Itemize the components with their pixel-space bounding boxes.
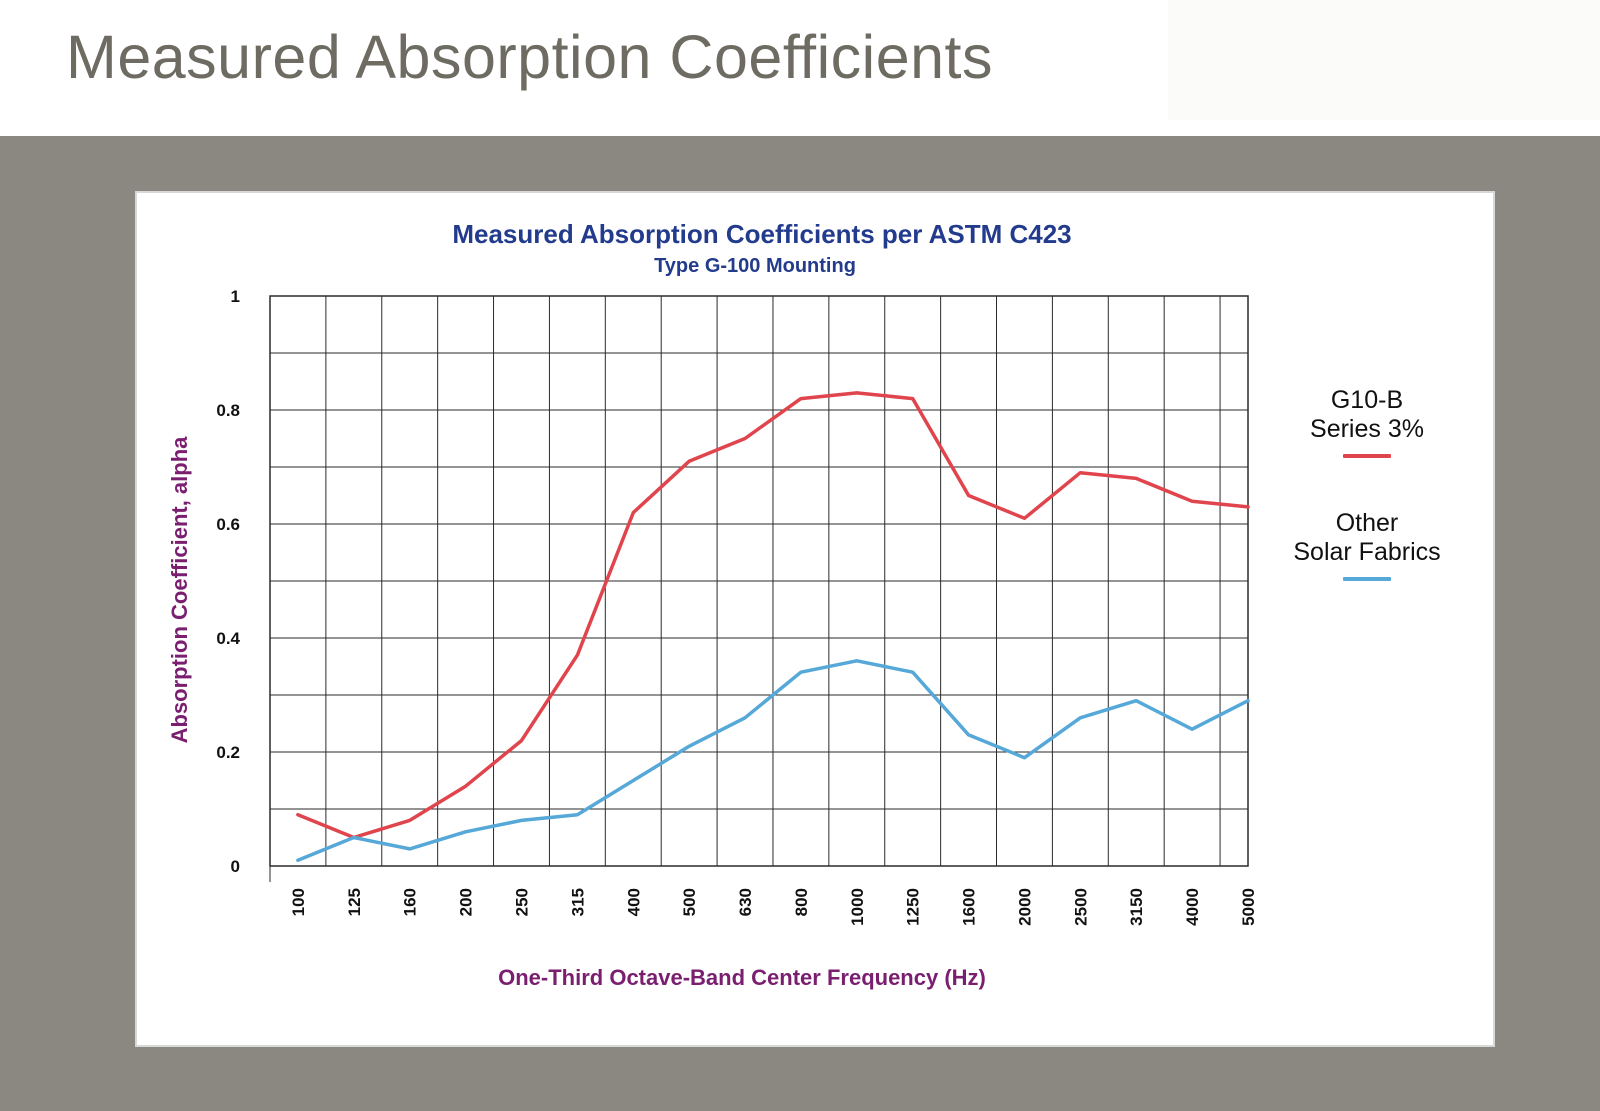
legend-entry-other: Other Solar Fabrics (1257, 509, 1477, 581)
x-tick-label: 4000 (1183, 888, 1202, 926)
header-corner-panel (1168, 0, 1600, 120)
x-tick-label: 1000 (848, 888, 867, 926)
x-tick-label: 1250 (904, 888, 923, 926)
y-axis-label: Absorption Coefficient, alpha (167, 436, 192, 744)
x-tick-label: 800 (792, 888, 811, 916)
legend-swatch-other (1343, 577, 1391, 581)
x-tick-label: 2000 (1015, 888, 1034, 926)
legend-swatch-g10b (1343, 454, 1391, 458)
axis-ticks: 0 0.2 0.4 0.6 0.8 1 100 125 160 200 250 315 400 500 63… (216, 287, 1258, 926)
chart-panel: Measured Absorption Coefficients per AST… (135, 191, 1495, 1047)
x-tick-label: 160 (401, 888, 420, 916)
legend-label-g10b: G10-B Series 3% (1310, 386, 1424, 443)
series-line-other (296, 659, 1250, 863)
x-tick-label: 1600 (960, 888, 979, 926)
x-tick-label: 200 (457, 888, 476, 916)
x-tick-label: 630 (736, 888, 755, 916)
grid-lines (269, 295, 1249, 867)
x-tick-label: 125 (345, 888, 364, 916)
x-axis-label: One-Third Octave-Band Center Frequency (… (498, 965, 986, 990)
x-tick-label: 3150 (1127, 888, 1146, 926)
x-tick-label: 315 (568, 888, 587, 916)
x-tick-label: 2500 (1071, 888, 1090, 926)
series-line-g10b (296, 391, 1250, 840)
plot-frame (269, 295, 1249, 867)
legend-entry-g10b: G10-B Series 3% (1257, 386, 1477, 458)
page-title: Measured Absorption Coefficients (66, 23, 994, 91)
x-tick-label: 500 (680, 888, 699, 916)
x-tick-label: 400 (624, 888, 643, 916)
y-tick-label: 0.6 (216, 515, 240, 534)
chart-title: Measured Absorption Coefficients per AST… (452, 219, 1071, 249)
x-tick-label: 100 (289, 888, 308, 916)
y-tick-label: 0.2 (216, 743, 240, 762)
x-tick-label: 250 (512, 888, 531, 916)
y-tick-label: 1 (231, 287, 240, 306)
x-tick-label: 5000 (1239, 888, 1258, 926)
absorption-chart: Measured Absorption Coefficients per AST… (167, 219, 1258, 990)
y-tick-label: 0 (231, 857, 240, 876)
legend-label-other: Other Solar Fabrics (1293, 509, 1441, 566)
y-tick-label: 0.4 (216, 629, 240, 648)
page-header: Measured Absorption Coefficients (0, 0, 1600, 136)
chart-subtitle: Type G-100 Mounting (654, 255, 856, 277)
series-lines (296, 391, 1250, 863)
y-tick-label: 0.8 (216, 401, 240, 420)
